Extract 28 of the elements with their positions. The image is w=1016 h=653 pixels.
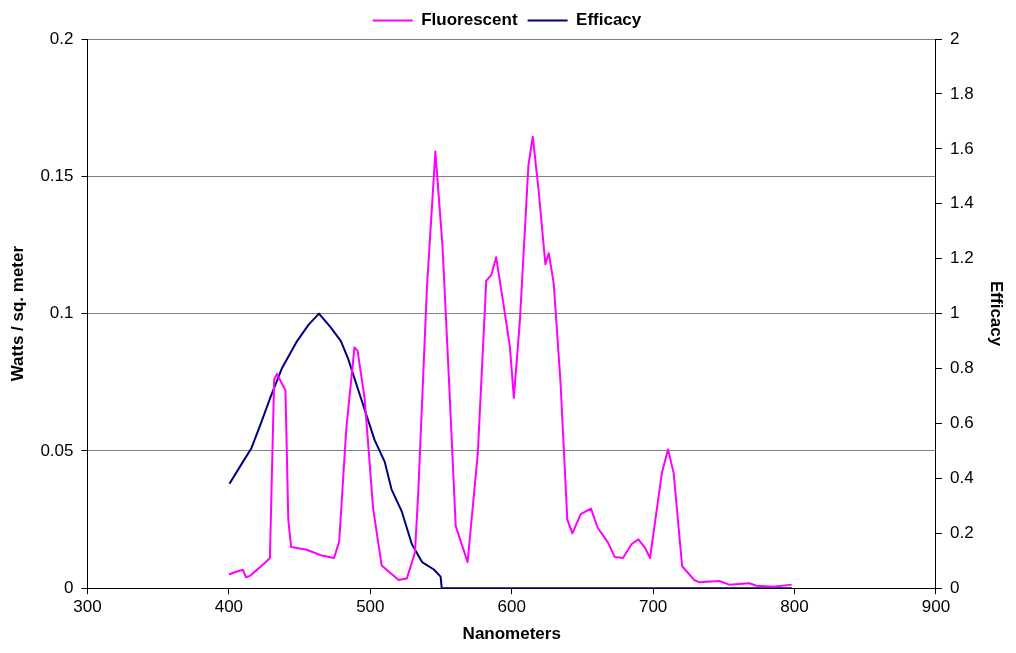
- x-tick-label: 500: [356, 597, 385, 617]
- x-tick-label: 900: [921, 597, 951, 617]
- y2-tick-label: 1.6: [949, 138, 974, 158]
- y2-tick-label: 1.4: [949, 193, 974, 213]
- y-tick-label: 0: [64, 577, 74, 597]
- y2-axis-title: Efficacy: [987, 281, 1007, 347]
- y-tick-label: 0.1: [49, 303, 74, 323]
- x-tick-label: 600: [497, 597, 526, 617]
- legend-label: Fluorescent: [421, 10, 518, 30]
- y2-tick-label: 0.6: [949, 413, 974, 433]
- y2-tick-label: 1.8: [949, 83, 974, 103]
- y2-tick-label: 0.2: [949, 522, 974, 542]
- y-tick-label: 0.15: [40, 165, 74, 185]
- y2-tick-label: 0.8: [949, 358, 974, 378]
- x-tick-label: 300: [73, 597, 102, 617]
- y-tick-label: 0.2: [49, 28, 74, 48]
- y-axis-title: Watts / sq. meter: [7, 245, 27, 382]
- y2-tick-label: 0.4: [949, 468, 974, 488]
- x-axis-title: Nanometers: [462, 624, 561, 644]
- legend-label: Efficacy: [576, 10, 642, 30]
- y2-tick-label: 1.2: [949, 248, 974, 268]
- y2-tick-label: 1: [949, 303, 960, 323]
- y2-tick-label: 2: [949, 28, 960, 48]
- y-tick-label: 0.05: [40, 440, 74, 460]
- y2-tick-label: 0: [949, 577, 960, 597]
- x-tick-label: 400: [214, 597, 244, 617]
- x-tick-label: 700: [638, 597, 668, 617]
- x-tick-label: 800: [780, 597, 809, 617]
